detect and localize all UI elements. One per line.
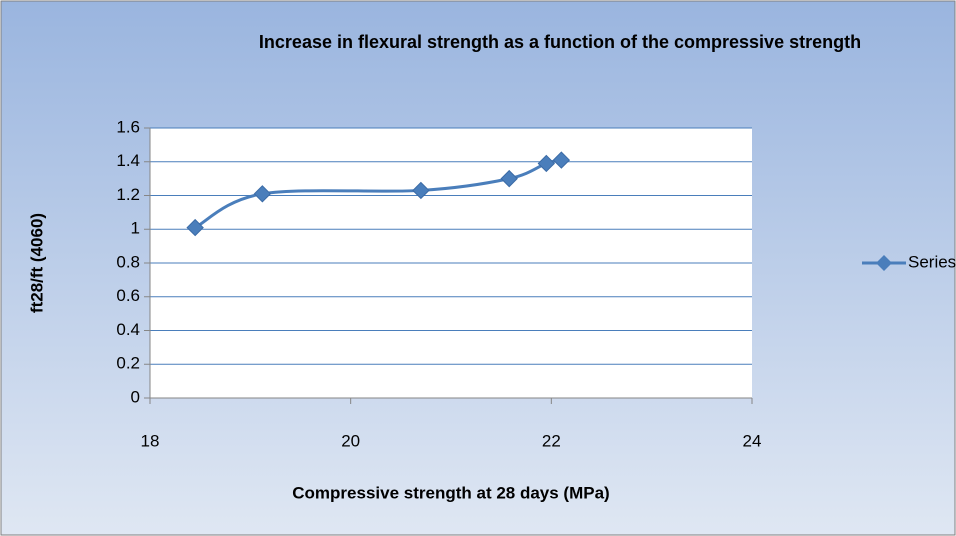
y-tick-label: 0 bbox=[131, 387, 140, 406]
x-tick-label: 24 bbox=[743, 431, 762, 450]
y-tick-label: 0.4 bbox=[116, 320, 140, 339]
legend-marker bbox=[876, 255, 892, 271]
legend-label: Series1 bbox=[908, 252, 956, 271]
point-marker bbox=[552, 151, 571, 169]
y-tick-label: 1.6 bbox=[116, 117, 140, 136]
x-axis-title: Compressive strength at 28 days (MPa) bbox=[292, 483, 609, 502]
point-marker bbox=[500, 169, 518, 188]
x-tick-label: 20 bbox=[341, 431, 360, 450]
point-marker bbox=[537, 154, 556, 173]
x-tick-label: 18 bbox=[141, 431, 160, 450]
y-tick-label: 1.4 bbox=[116, 151, 140, 170]
y-tick-label: 0.8 bbox=[116, 252, 140, 271]
y-axis-title: ft28/ft (4060) bbox=[27, 213, 46, 313]
y-tick-label: 1.2 bbox=[116, 185, 140, 204]
point-marker bbox=[412, 181, 430, 200]
y-tick-label: 0.2 bbox=[116, 354, 140, 373]
point-marker bbox=[253, 185, 272, 203]
point-marker bbox=[186, 218, 204, 237]
y-tick-label: 0.6 bbox=[116, 286, 140, 305]
chart-title: Increase in flexural strength as a funct… bbox=[258, 32, 862, 52]
x-tick-label: 22 bbox=[542, 431, 561, 450]
y-tick-label: 1 bbox=[131, 219, 140, 238]
